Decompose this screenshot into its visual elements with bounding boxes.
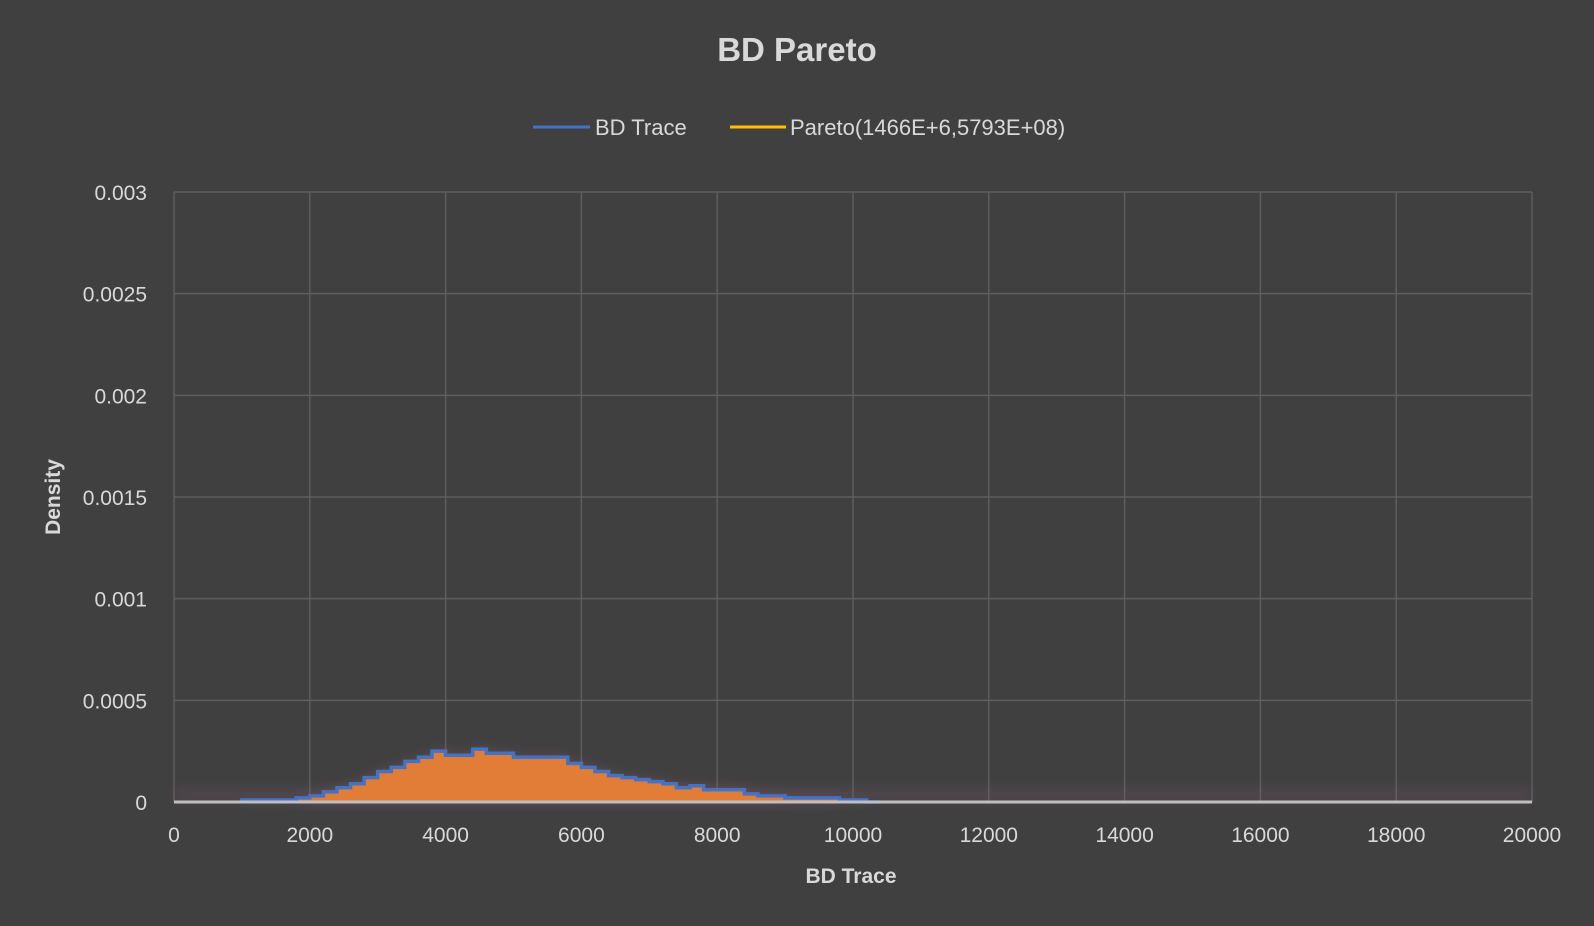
y-tick-label: 0.001 <box>94 589 147 612</box>
x-tick-label: 20000 <box>1503 824 1561 847</box>
y-tick-label: 0 <box>135 792 147 815</box>
x-tick-label: 0 <box>168 824 180 847</box>
chart-title: BD Pareto <box>717 31 877 68</box>
x-tick-label: 2000 <box>286 824 333 847</box>
legend-label-bd-trace: BD Trace <box>595 115 687 140</box>
y-axis-title: Density <box>42 459 65 535</box>
x-tick-label: 4000 <box>422 824 469 847</box>
x-tick-label: 14000 <box>1095 824 1153 847</box>
x-tick-label: 16000 <box>1231 824 1289 847</box>
x-tick-label: 18000 <box>1367 824 1425 847</box>
y-tick-label: 0.002 <box>94 385 147 408</box>
x-tick-label: 12000 <box>960 824 1018 847</box>
legend-item-pareto[interactable]: Pareto(1466E+6,5793E+08) <box>730 115 1065 140</box>
y-tick-label: 0.003 <box>94 182 147 205</box>
bd-trace-area <box>174 747 1532 804</box>
y-tick-label: 0.0015 <box>83 487 147 510</box>
x-tick-label: 8000 <box>694 824 741 847</box>
legend-label-pareto: Pareto(1466E+6,5793E+08) <box>790 115 1065 140</box>
bd-trace-fill <box>241 749 881 802</box>
bd-trace-line <box>240 747 881 804</box>
legend-item-bd-trace[interactable]: BD Trace <box>533 115 687 140</box>
y-tick-label: 0.0005 <box>83 690 147 713</box>
legend[interactable]: BD Trace Pareto(1466E+6,5793E+08) <box>533 115 1065 140</box>
x-tick-label: 6000 <box>558 824 605 847</box>
x-axis-title: BD Trace <box>805 865 896 888</box>
axes: 0 2000 4000 6000 8000 10000 12000 14000 16000 180… <box>83 182 1561 847</box>
x-tick-label: 10000 <box>824 824 882 847</box>
grid-lines <box>173 191 1533 802</box>
y-tick-label: 0.0025 <box>83 284 147 307</box>
